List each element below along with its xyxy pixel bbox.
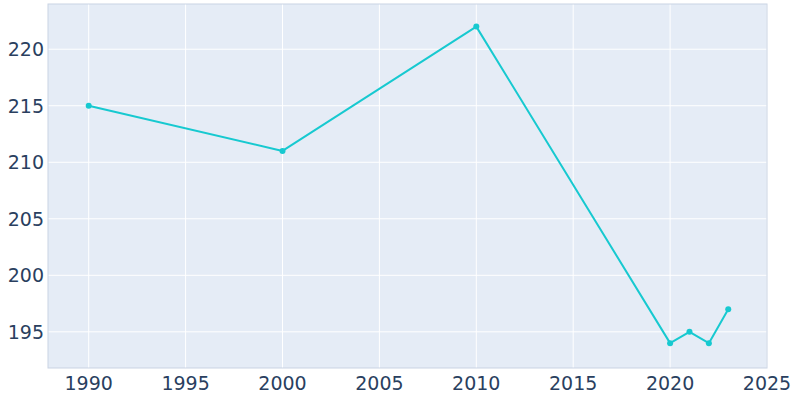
x-grid-line [282,4,283,368]
y-grid-line [48,105,767,106]
chart-svg: 1990 1995 2000 2005 2010 2015 2020 2025 195 200 20… [0,0,800,400]
x-tick-label: 1990 [65,372,113,394]
y-tick-label: 220 [8,38,44,60]
x-grid-line [670,4,671,368]
y-tick-label: 205 [8,208,44,230]
y-grid-line [48,331,767,332]
x-grid-line [379,4,380,368]
y-grid-line [48,218,767,219]
data-point [279,148,285,154]
x-grid-line [88,4,89,368]
grid [48,4,767,368]
chart-container: 1990 1995 2000 2005 2010 2015 2020 2025 195 200 20… [0,0,800,400]
data-point [686,329,692,335]
x-tick-label: 2010 [452,372,500,394]
data-line [89,27,729,344]
plot-background [48,4,767,368]
y-tick-label: 210 [8,151,44,173]
data-point [725,306,731,312]
x-tick-label: 2020 [646,372,694,394]
data-point [706,340,712,346]
plot-frame [48,4,767,368]
x-grid-line [185,4,186,368]
x-tick-label: 2005 [355,372,403,394]
data-point [86,103,92,109]
y-grid-line [48,275,767,276]
data-point [667,340,673,346]
x-tick-label: 2000 [258,372,306,394]
data-group [86,24,732,347]
x-tick-label: 1995 [161,372,209,394]
data-point [473,24,479,30]
y-tick-label: 200 [8,264,44,286]
x-grid-line [476,4,477,368]
y-tick-label: 215 [8,95,44,117]
y-grid-line [48,162,767,163]
x-tick-label: 2025 [743,372,791,394]
y-tick-label: 195 [8,321,44,343]
y-grid-line [48,49,767,50]
x-tick-label: 2015 [549,372,597,394]
